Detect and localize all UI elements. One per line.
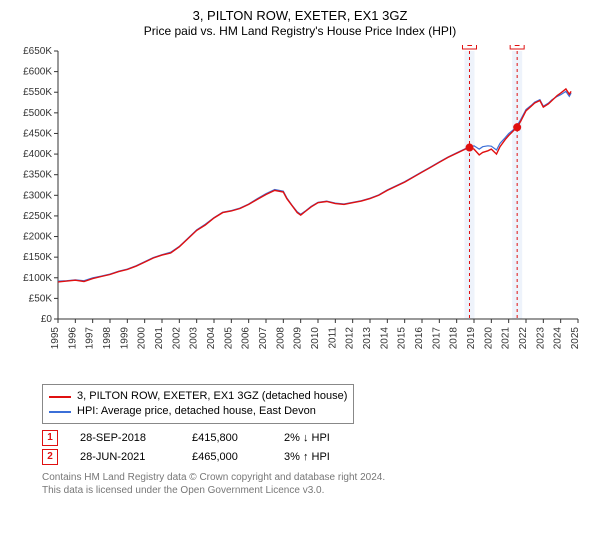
transactions-table: 1 28-SEP-2018 £415,800 2% ↓ HPI 2 28-JUN-2021… [42,430,590,465]
tx-price: £465,000 [192,451,262,463]
x-tick-label: 1999 [119,327,130,350]
x-tick-label: 2009 [293,327,304,350]
tx-row: 1 28-SEP-2018 £415,800 2% ↓ HPI [42,430,590,446]
tx-point [513,124,521,132]
footer-line-1: Contains HM Land Registry data © Crown c… [42,471,590,484]
y-tick-label: £500K [23,108,52,119]
x-tick-label: 2022 [518,327,529,350]
tx-marker-label: 1 [467,45,473,49]
x-tick-label: 2008 [275,327,286,350]
x-tick-label: 2001 [154,327,165,350]
x-tick-label: 2019 [466,327,477,350]
chart-svg: £0 £50K £100K £150K £200K £250K £300K £350K £400… [10,45,590,375]
tx-delta: 3% ↑ HPI [284,451,354,463]
x-tick-label: 1996 [67,327,78,350]
plot-area: £0 £50K £100K £150K £200K £250K £300K £350K £400… [10,45,590,380]
x-tick-label: 2023 [535,327,546,350]
y-tick-label: £550K [23,87,52,98]
x-tick-label: 2020 [483,327,494,350]
footer: Contains HM Land Registry data © Crown c… [42,471,590,497]
tx-marker: 1 [42,430,58,446]
tx-delta: 2% ↓ HPI [284,432,354,444]
x-tick-label: 2015 [397,327,408,350]
x-tick-label: 2006 [241,327,252,350]
y-tick-label: £400K [23,149,52,160]
y-tick-label: £350K [23,170,52,181]
y-tick-label: £650K [23,46,52,57]
x-tick-label: 2024 [553,327,564,350]
x-tick-label: 2014 [379,327,390,350]
y-tick-label: £300K [23,191,52,202]
tx-marker: 2 [42,449,58,465]
x-tick-label: 2000 [137,327,148,350]
y-tick-label: £200K [23,232,52,243]
x-tick-label: 2013 [362,327,373,350]
legend-row: 3, PILTON ROW, EXETER, EX1 3GZ (detached… [49,389,347,404]
legend-swatch [49,411,71,413]
x-tick-label: 2017 [431,327,442,350]
x-tick-label: 1997 [85,327,96,350]
legend-label: HPI: Average price, detached house, East… [77,404,316,419]
legend-row: HPI: Average price, detached house, East… [49,404,347,419]
legend-label: 3, PILTON ROW, EXETER, EX1 3GZ (detached… [77,389,347,404]
footer-line-2: This data is licensed under the Open Gov… [42,484,590,497]
y-tick-label: £150K [23,252,52,263]
x-tick-label: 2012 [345,327,356,350]
legend-box: 3, PILTON ROW, EXETER, EX1 3GZ (detached… [42,384,354,424]
x-tick-label: 2002 [171,327,182,350]
x-tick-label: 2016 [414,327,425,350]
x-tick-label: 1998 [102,327,113,350]
x-tick-label: 2025 [570,327,581,350]
x-tick-label: 1995 [50,327,61,350]
x-tick-label: 2021 [501,327,512,350]
tx-date: 28-JUN-2021 [80,451,170,463]
x-tick-label: 2003 [189,327,200,350]
y-tick-label: £450K [23,129,52,140]
chart-subtitle: Price paid vs. HM Land Registry's House … [10,24,590,39]
x-tick-label: 2004 [206,327,217,350]
plot-bg [10,45,590,375]
tx-point [465,144,473,152]
tx-marker-label: 2 [514,45,520,49]
x-tick-label: 2005 [223,327,234,350]
tx-date: 28-SEP-2018 [80,432,170,444]
y-tick-label: £100K [23,273,52,284]
y-tick-label: £50K [29,294,53,305]
y-tick-label: £250K [23,211,52,222]
tx-row: 2 28-JUN-2021 £465,000 3% ↑ HPI [42,449,590,465]
x-tick-label: 2010 [310,327,321,350]
x-tick-label: 2018 [449,327,460,350]
chart-title: 3, PILTON ROW, EXETER, EX1 3GZ [10,8,590,24]
y-tick-label: £600K [23,67,52,78]
legend-swatch [49,396,71,398]
x-tick-label: 2007 [258,327,269,350]
tx-price: £415,800 [192,432,262,444]
chart-container: 3, PILTON ROW, EXETER, EX1 3GZ Price pai… [0,0,600,560]
x-tick-label: 2011 [327,327,338,349]
y-tick-label: £0 [41,314,53,325]
